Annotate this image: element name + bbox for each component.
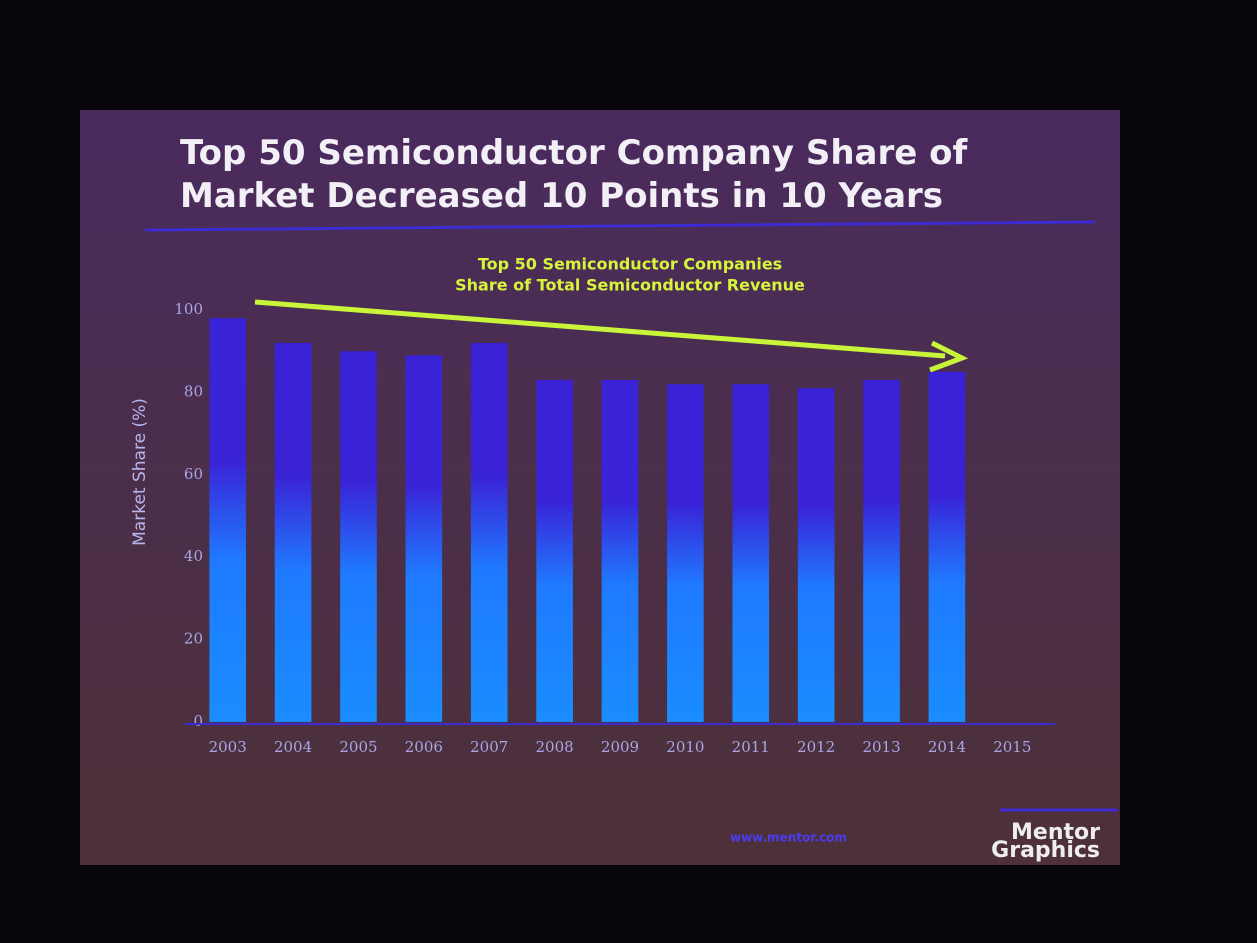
x-tick-label: 2005: [339, 738, 377, 756]
y-tick-label: 80: [184, 382, 203, 400]
bar: [667, 384, 704, 722]
x-tick-label: 2010: [666, 738, 704, 756]
x-tick-label: 2014: [928, 738, 966, 756]
y-tick-label: 0: [193, 712, 203, 730]
x-tick-label: 2012: [797, 738, 835, 756]
x-tick-label: 2009: [601, 738, 639, 756]
bar: [928, 371, 966, 722]
bar: [863, 380, 900, 722]
bar: [405, 355, 443, 722]
bar: [797, 388, 835, 722]
y-tick-label: 60: [184, 465, 203, 483]
x-tick-label: 2006: [405, 738, 443, 756]
trend-arrow: [254, 299, 946, 359]
logo: Mentor: [1011, 820, 1100, 845]
trend-arrow-head: [929, 340, 969, 373]
x-tick-label: 2013: [862, 738, 900, 756]
bar: [340, 351, 377, 722]
chart-subtitle: Top 50 Semiconductor Companies: [478, 255, 782, 274]
y-tick-label: 20: [184, 630, 203, 648]
y-tick-label: 100: [174, 300, 203, 318]
x-tick-label: 2003: [209, 738, 247, 756]
logo: Graphics: [991, 838, 1100, 863]
bar: [470, 342, 508, 722]
bar: [601, 380, 639, 722]
bar: [732, 384, 770, 722]
footer-url: www.mentor.com: [730, 831, 847, 845]
x-tick-label: 2008: [536, 738, 574, 756]
x-tick-label: 2011: [732, 738, 770, 756]
x-tick-label: 2015: [993, 738, 1031, 756]
y-axis-label: Market Share (%): [130, 398, 150, 546]
x-tick-label: 2004: [274, 738, 312, 756]
x-tick-label: 2007: [470, 738, 508, 756]
title-rule: [144, 220, 1096, 232]
bar: [209, 318, 246, 722]
bar: [536, 380, 573, 722]
bar: [274, 342, 312, 722]
chart-subtitle: Share of Total Semiconductor Revenue: [455, 276, 805, 295]
y-tick-label: 40: [184, 547, 203, 565]
slide-title: Top 50 Semiconductor Company Share of Ma…: [180, 133, 968, 216]
